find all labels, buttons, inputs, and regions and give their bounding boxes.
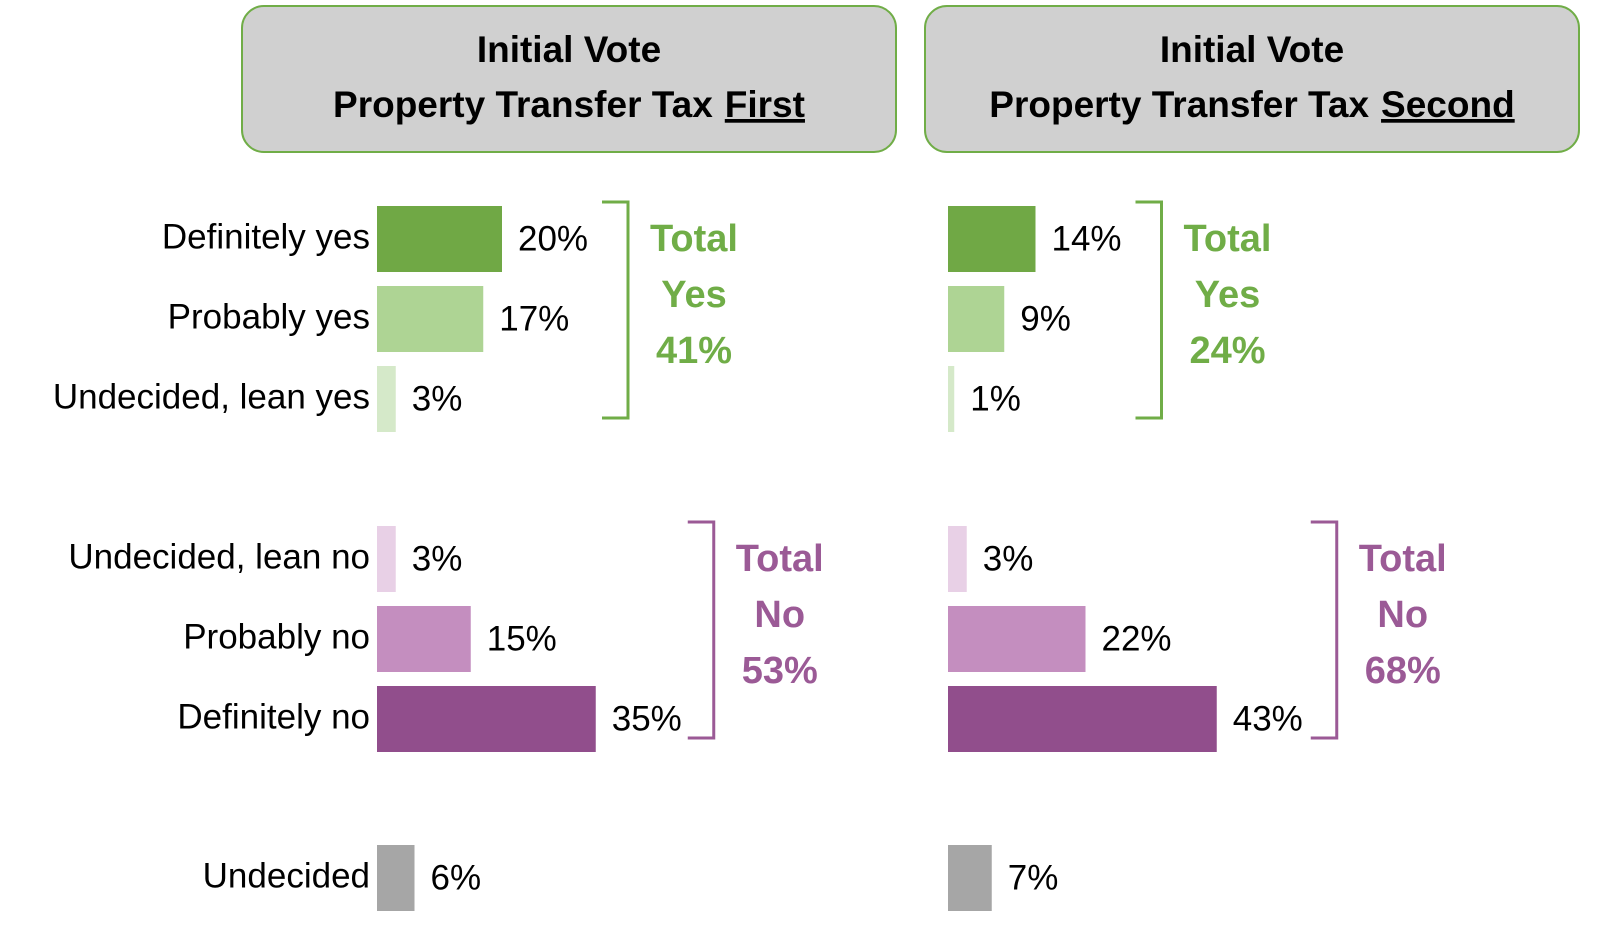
total-value: 53% bbox=[742, 650, 818, 692]
subtitle-emphasis: First bbox=[725, 84, 805, 125]
value-label: 20% bbox=[518, 219, 588, 258]
bar bbox=[377, 366, 396, 432]
value-label: 3% bbox=[412, 539, 463, 578]
bar bbox=[948, 606, 1086, 672]
bar bbox=[948, 526, 967, 592]
bracket bbox=[687, 520, 716, 740]
bracket bbox=[1310, 520, 1339, 740]
bar bbox=[377, 606, 471, 672]
value-label: 6% bbox=[431, 858, 482, 897]
value-label: 35% bbox=[612, 699, 682, 738]
bar bbox=[948, 286, 1005, 352]
value-label: 9% bbox=[1020, 299, 1071, 338]
bar bbox=[377, 206, 502, 272]
value-label: 14% bbox=[1052, 219, 1122, 258]
total-label: Yes bbox=[661, 274, 727, 316]
value-label: 17% bbox=[499, 299, 569, 338]
total-value: 24% bbox=[1189, 330, 1265, 372]
total-label: No bbox=[754, 594, 805, 636]
subtitle-text: Property Transfer Tax bbox=[989, 84, 1369, 125]
category-label: Definitely yes bbox=[162, 217, 370, 256]
total-label: Yes bbox=[1195, 274, 1261, 316]
bar bbox=[377, 845, 415, 911]
subtitle-text: Property Transfer Tax bbox=[333, 84, 713, 125]
value-label: 1% bbox=[970, 379, 1021, 418]
category-label: Undecided bbox=[203, 856, 370, 895]
total-value: 68% bbox=[1365, 650, 1441, 692]
bar bbox=[948, 686, 1217, 752]
bar bbox=[948, 206, 1036, 272]
bar bbox=[948, 366, 955, 432]
subtitle: Property Transfer Tax First bbox=[333, 84, 805, 125]
value-label: 3% bbox=[412, 379, 463, 418]
category-label: Probably no bbox=[183, 617, 370, 656]
total-label: No bbox=[1377, 594, 1428, 636]
total-label: Total bbox=[736, 538, 824, 580]
title: Initial Vote bbox=[1160, 29, 1344, 70]
bracket bbox=[1135, 200, 1163, 420]
title-box bbox=[924, 5, 1580, 153]
category-label: Probably yes bbox=[168, 297, 370, 336]
bar bbox=[948, 845, 992, 911]
value-label: 43% bbox=[1233, 699, 1303, 738]
category-label: Undecided, lean no bbox=[68, 537, 370, 576]
subtitle-emphasis: Second bbox=[1381, 84, 1515, 125]
bar bbox=[377, 286, 484, 352]
subtitle: Property Transfer Tax Second bbox=[989, 84, 1514, 125]
bracket bbox=[602, 200, 630, 420]
bar bbox=[377, 686, 596, 752]
total-label: Total bbox=[650, 218, 738, 260]
value-label: 7% bbox=[1008, 858, 1059, 897]
bar bbox=[377, 526, 396, 592]
category-label: Undecided, lean yes bbox=[53, 377, 370, 416]
total-value: 41% bbox=[656, 330, 732, 372]
title-box bbox=[241, 5, 897, 153]
value-label: 3% bbox=[983, 539, 1034, 578]
category-label: Definitely no bbox=[177, 697, 370, 736]
total-label: Total bbox=[1359, 538, 1447, 580]
total-label: Total bbox=[1184, 218, 1272, 260]
value-label: 15% bbox=[487, 619, 557, 658]
title: Initial Vote bbox=[477, 29, 661, 70]
value-label: 22% bbox=[1102, 619, 1172, 658]
